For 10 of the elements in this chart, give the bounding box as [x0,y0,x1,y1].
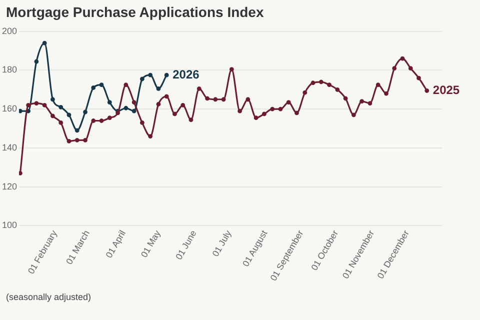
series-label: 2025 [432,82,460,97]
y-tick-label: 180 [2,64,18,75]
y-tick-label: 200 [2,26,18,36]
chart-title: Mortgage Purchase Applications Index [6,4,264,20]
y-tick-label: 120 [2,181,18,192]
y-tick-label: 140 [2,142,18,152]
text: (seasonally adjusted) [6,292,92,302]
y-tick-label: 160 [2,104,18,114]
y-tick-label: 100 [2,220,18,230]
series-label: 2026 [172,67,200,82]
